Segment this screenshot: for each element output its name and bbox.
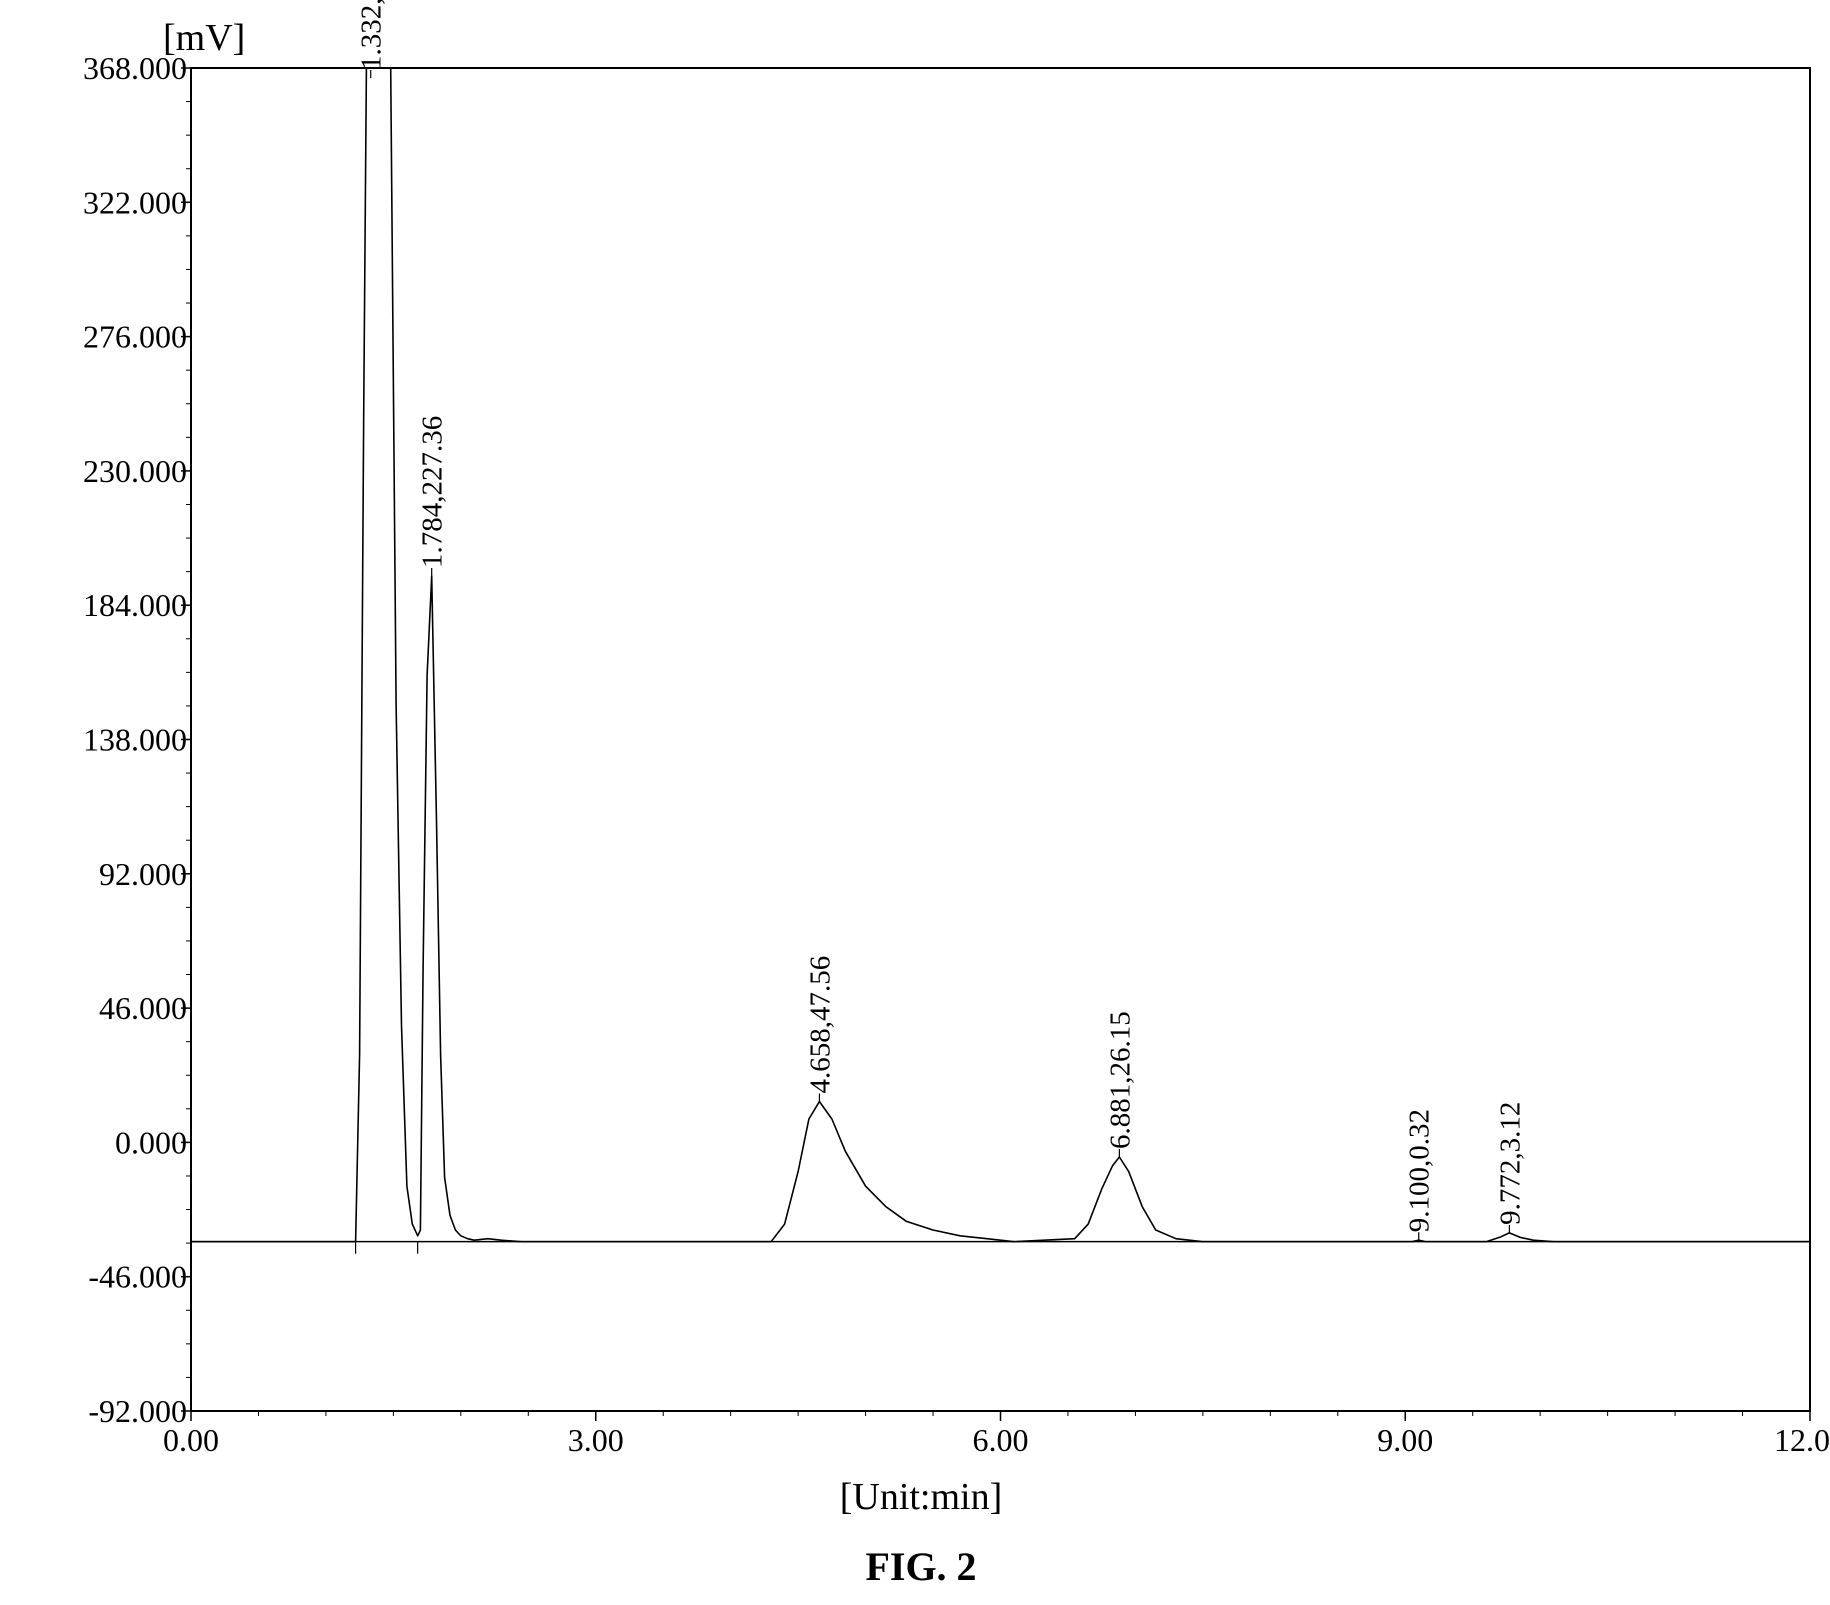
y-tick-label: 276.000 (83, 319, 187, 355)
x-axis-label: [Unit:min] (840, 1476, 1003, 1518)
y-tick-label: 92.000 (99, 856, 187, 892)
x-tick-label: 9.00 (1377, 1422, 1433, 1458)
peak-label: 9.100,0.32 (1404, 1109, 1436, 1232)
y-tick-label: 322.000 (83, 184, 187, 220)
y-axis-label: [mV] (163, 17, 245, 59)
x-tick-label: 6.00 (973, 1422, 1029, 1458)
y-tick-label: -92.000 (88, 1393, 187, 1429)
y-tick-label: 46.000 (99, 990, 187, 1026)
x-tick-label: 12.00 (1774, 1422, 1830, 1458)
peak-labels: 1.332,2518.33 1.784,227.36 4.658,47.56 6.88… (356, 0, 1526, 1241)
x-axis-ticks: 0.00 3.00 6.00 9.00 12.00 (163, 1411, 1830, 1458)
peak-markers (354, 1241, 419, 1254)
minor-ticks (186, 67, 1811, 1416)
y-tick-label: 138.000 (83, 722, 187, 758)
x-tick-label: 3.00 (568, 1422, 624, 1458)
y-tick-label: 368.000 (83, 50, 187, 86)
figure-caption: FIG. 2 (865, 1544, 976, 1589)
x-tick-label: 0.00 (163, 1422, 219, 1458)
peak-label: 4.658,47.56 (804, 956, 836, 1094)
y-axis-ticks: -92.000 -46.000 0.000 46.000 92.000 138.000 18… (83, 50, 191, 1429)
peak-label: 1.332,2518.33 (356, 0, 388, 70)
plot-frame (190, 67, 1811, 1412)
y-tick-label: 230.000 (83, 453, 187, 489)
peak-label: 6.881,26.15 (1104, 1011, 1136, 1149)
y-tick-label: 0.000 (115, 1124, 187, 1160)
y-tick-label: -46.000 (88, 1259, 187, 1295)
peak-label: 1.784,227.36 (417, 416, 449, 568)
chromatogram-trace (191, 67, 1810, 1243)
peak-label: 9.772,3.12 (1494, 1102, 1526, 1225)
y-tick-label: 184.000 (83, 587, 187, 623)
